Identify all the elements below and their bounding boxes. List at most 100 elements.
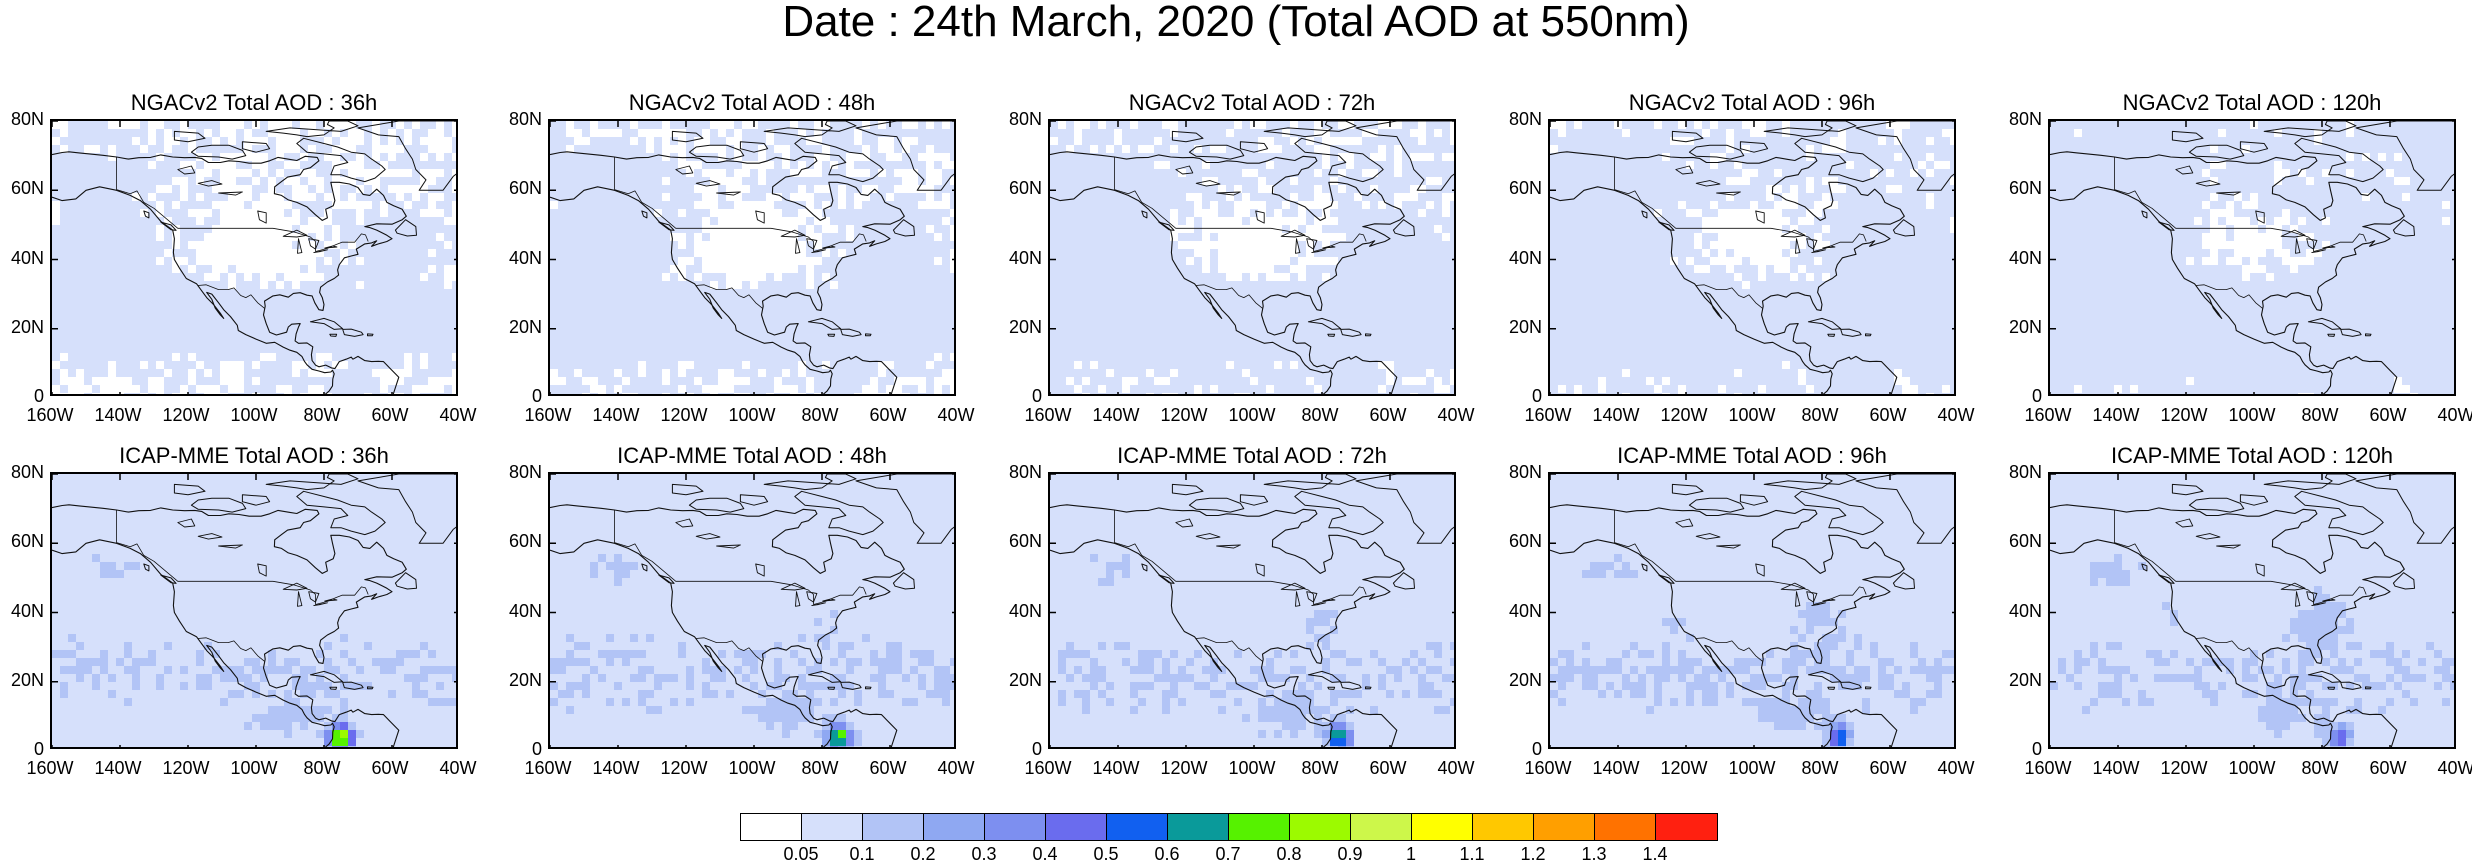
aod-cell (678, 297, 686, 305)
aod-cell (726, 361, 734, 369)
aod-cell (702, 313, 710, 321)
aod-cell (396, 161, 404, 169)
aod-cell (364, 313, 372, 321)
aod-cell (558, 177, 566, 185)
aod-cell (188, 329, 196, 337)
aod-cell (1074, 193, 1082, 201)
aod-cell (1434, 209, 1442, 217)
aod-cell (1130, 289, 1138, 297)
aod-cell (1170, 353, 1178, 361)
aod-cell (1058, 161, 1066, 169)
aod-cell (1710, 393, 1718, 396)
aod-cell (340, 369, 348, 377)
aod-cell (630, 361, 638, 369)
aod-cell (116, 145, 124, 153)
aod-cell (838, 313, 846, 321)
aod-cell (1370, 369, 1378, 377)
aod-cell (1370, 265, 1378, 273)
aod-cell (654, 297, 662, 305)
aod-cell (60, 169, 68, 177)
aod-cell (1558, 353, 1566, 361)
aod-cell (388, 297, 396, 305)
aod-cell (1298, 337, 1306, 345)
aod-cell (148, 329, 156, 337)
aod-cell (606, 201, 614, 209)
aod-cell (444, 161, 452, 169)
aod-cell (76, 121, 84, 129)
aod-cell (1090, 329, 1098, 337)
aod-cell (1370, 233, 1378, 241)
aod-cell (1678, 289, 1686, 297)
aod-cell (1630, 337, 1638, 345)
aod-cell (1194, 305, 1202, 313)
aod-cell (156, 305, 164, 313)
aod-cell (598, 297, 606, 305)
aod-cell (1442, 393, 1450, 396)
aod-cell (646, 281, 654, 289)
aod-cell (894, 265, 902, 273)
aod-cell (52, 337, 60, 345)
aod-cell (1638, 129, 1646, 137)
aod-cell (1306, 329, 1314, 337)
aod-cell (92, 369, 100, 377)
aod-cell (1638, 289, 1646, 297)
aod-cell (750, 377, 758, 385)
aod-cell (598, 241, 606, 249)
aod-cell (1426, 257, 1434, 265)
aod-cell (1394, 337, 1402, 345)
aod-cell (846, 201, 854, 209)
aod-cell (1702, 393, 1710, 396)
aod-cell (132, 233, 140, 241)
aod-cell (846, 337, 854, 345)
aod-cell (910, 289, 918, 297)
aod-cell (1574, 257, 1582, 265)
aod-cell (574, 209, 582, 217)
aod-cell (1434, 289, 1442, 297)
aod-cell (1434, 241, 1442, 249)
aod-cell (630, 169, 638, 177)
aod-cell (1090, 353, 1098, 361)
aod-cell (1202, 353, 1210, 361)
aod-cell (188, 257, 196, 265)
aod-cell (1378, 249, 1386, 257)
aod-cell (388, 345, 396, 353)
aod-cell (694, 393, 702, 396)
aod-cell (412, 201, 420, 209)
aod-cell (774, 345, 782, 353)
aod-cell (396, 305, 404, 313)
aod-cell (782, 273, 790, 281)
aod-cell (1614, 193, 1622, 201)
aod-cell (340, 185, 348, 193)
aod-cell (332, 289, 340, 297)
aod-cell (1426, 281, 1434, 289)
aod-cell (822, 169, 830, 177)
aod-cell (942, 257, 950, 265)
aod-cell (260, 385, 268, 393)
aod-cell (132, 369, 140, 377)
aod-cell (452, 313, 458, 321)
aod-cell (1258, 193, 1266, 201)
aod-cell (662, 321, 670, 329)
aod-cell (1082, 137, 1090, 145)
aod-cell (372, 257, 380, 265)
aod-cell (124, 281, 132, 289)
aod-cell (404, 393, 412, 396)
aod-cell (1130, 129, 1138, 137)
aod-cell (1630, 129, 1638, 137)
aod-cell (68, 201, 76, 209)
aod-cell (372, 273, 380, 281)
aod-cell (574, 241, 582, 249)
aod-cell (196, 161, 204, 169)
aod-cell (444, 201, 452, 209)
aod-cell (1598, 249, 1606, 257)
aod-cell (1130, 145, 1138, 153)
aod-cell (1654, 225, 1662, 233)
aod-cell (670, 313, 678, 321)
aod-cell (300, 377, 308, 385)
aod-cell (574, 305, 582, 313)
aod-cell (1130, 385, 1138, 393)
aod-cell (838, 361, 846, 369)
aod-cell (782, 281, 790, 289)
aod-cell (236, 305, 244, 313)
aod-cell (630, 129, 638, 137)
